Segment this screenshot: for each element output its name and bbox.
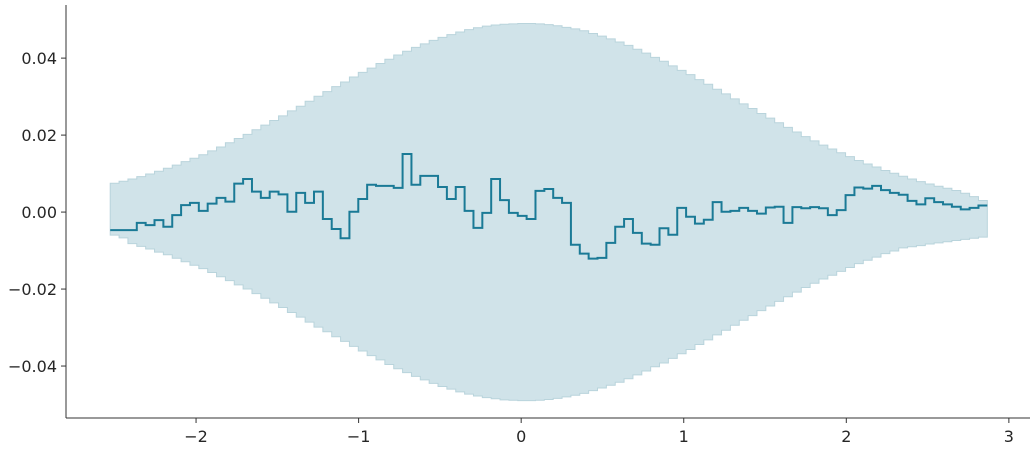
y-tick-label: 0.02 [21,126,57,145]
x-tick-label: −1 [347,427,371,446]
y-tick-label: −0.02 [8,280,57,299]
x-tick-label: 3 [1004,427,1014,446]
step-line [110,152,988,260]
y-tick-label: 0.00 [21,203,57,222]
axes: −2 −1 0 1 2 3 −0.04 −0.02 0.00 0.02 0.04 [8,5,1030,446]
confidence-band-layer [109,22,988,402]
x-tick-label: 2 [841,427,851,446]
confidence-band [109,22,988,402]
x-tick-label: 0 [516,427,526,446]
step-line-layer [110,152,988,260]
x-tick-label: −2 [184,427,208,446]
y-tick-label: −0.04 [8,357,57,376]
y-tick-label: 0.04 [21,49,57,68]
x-tick-label: 1 [679,427,689,446]
